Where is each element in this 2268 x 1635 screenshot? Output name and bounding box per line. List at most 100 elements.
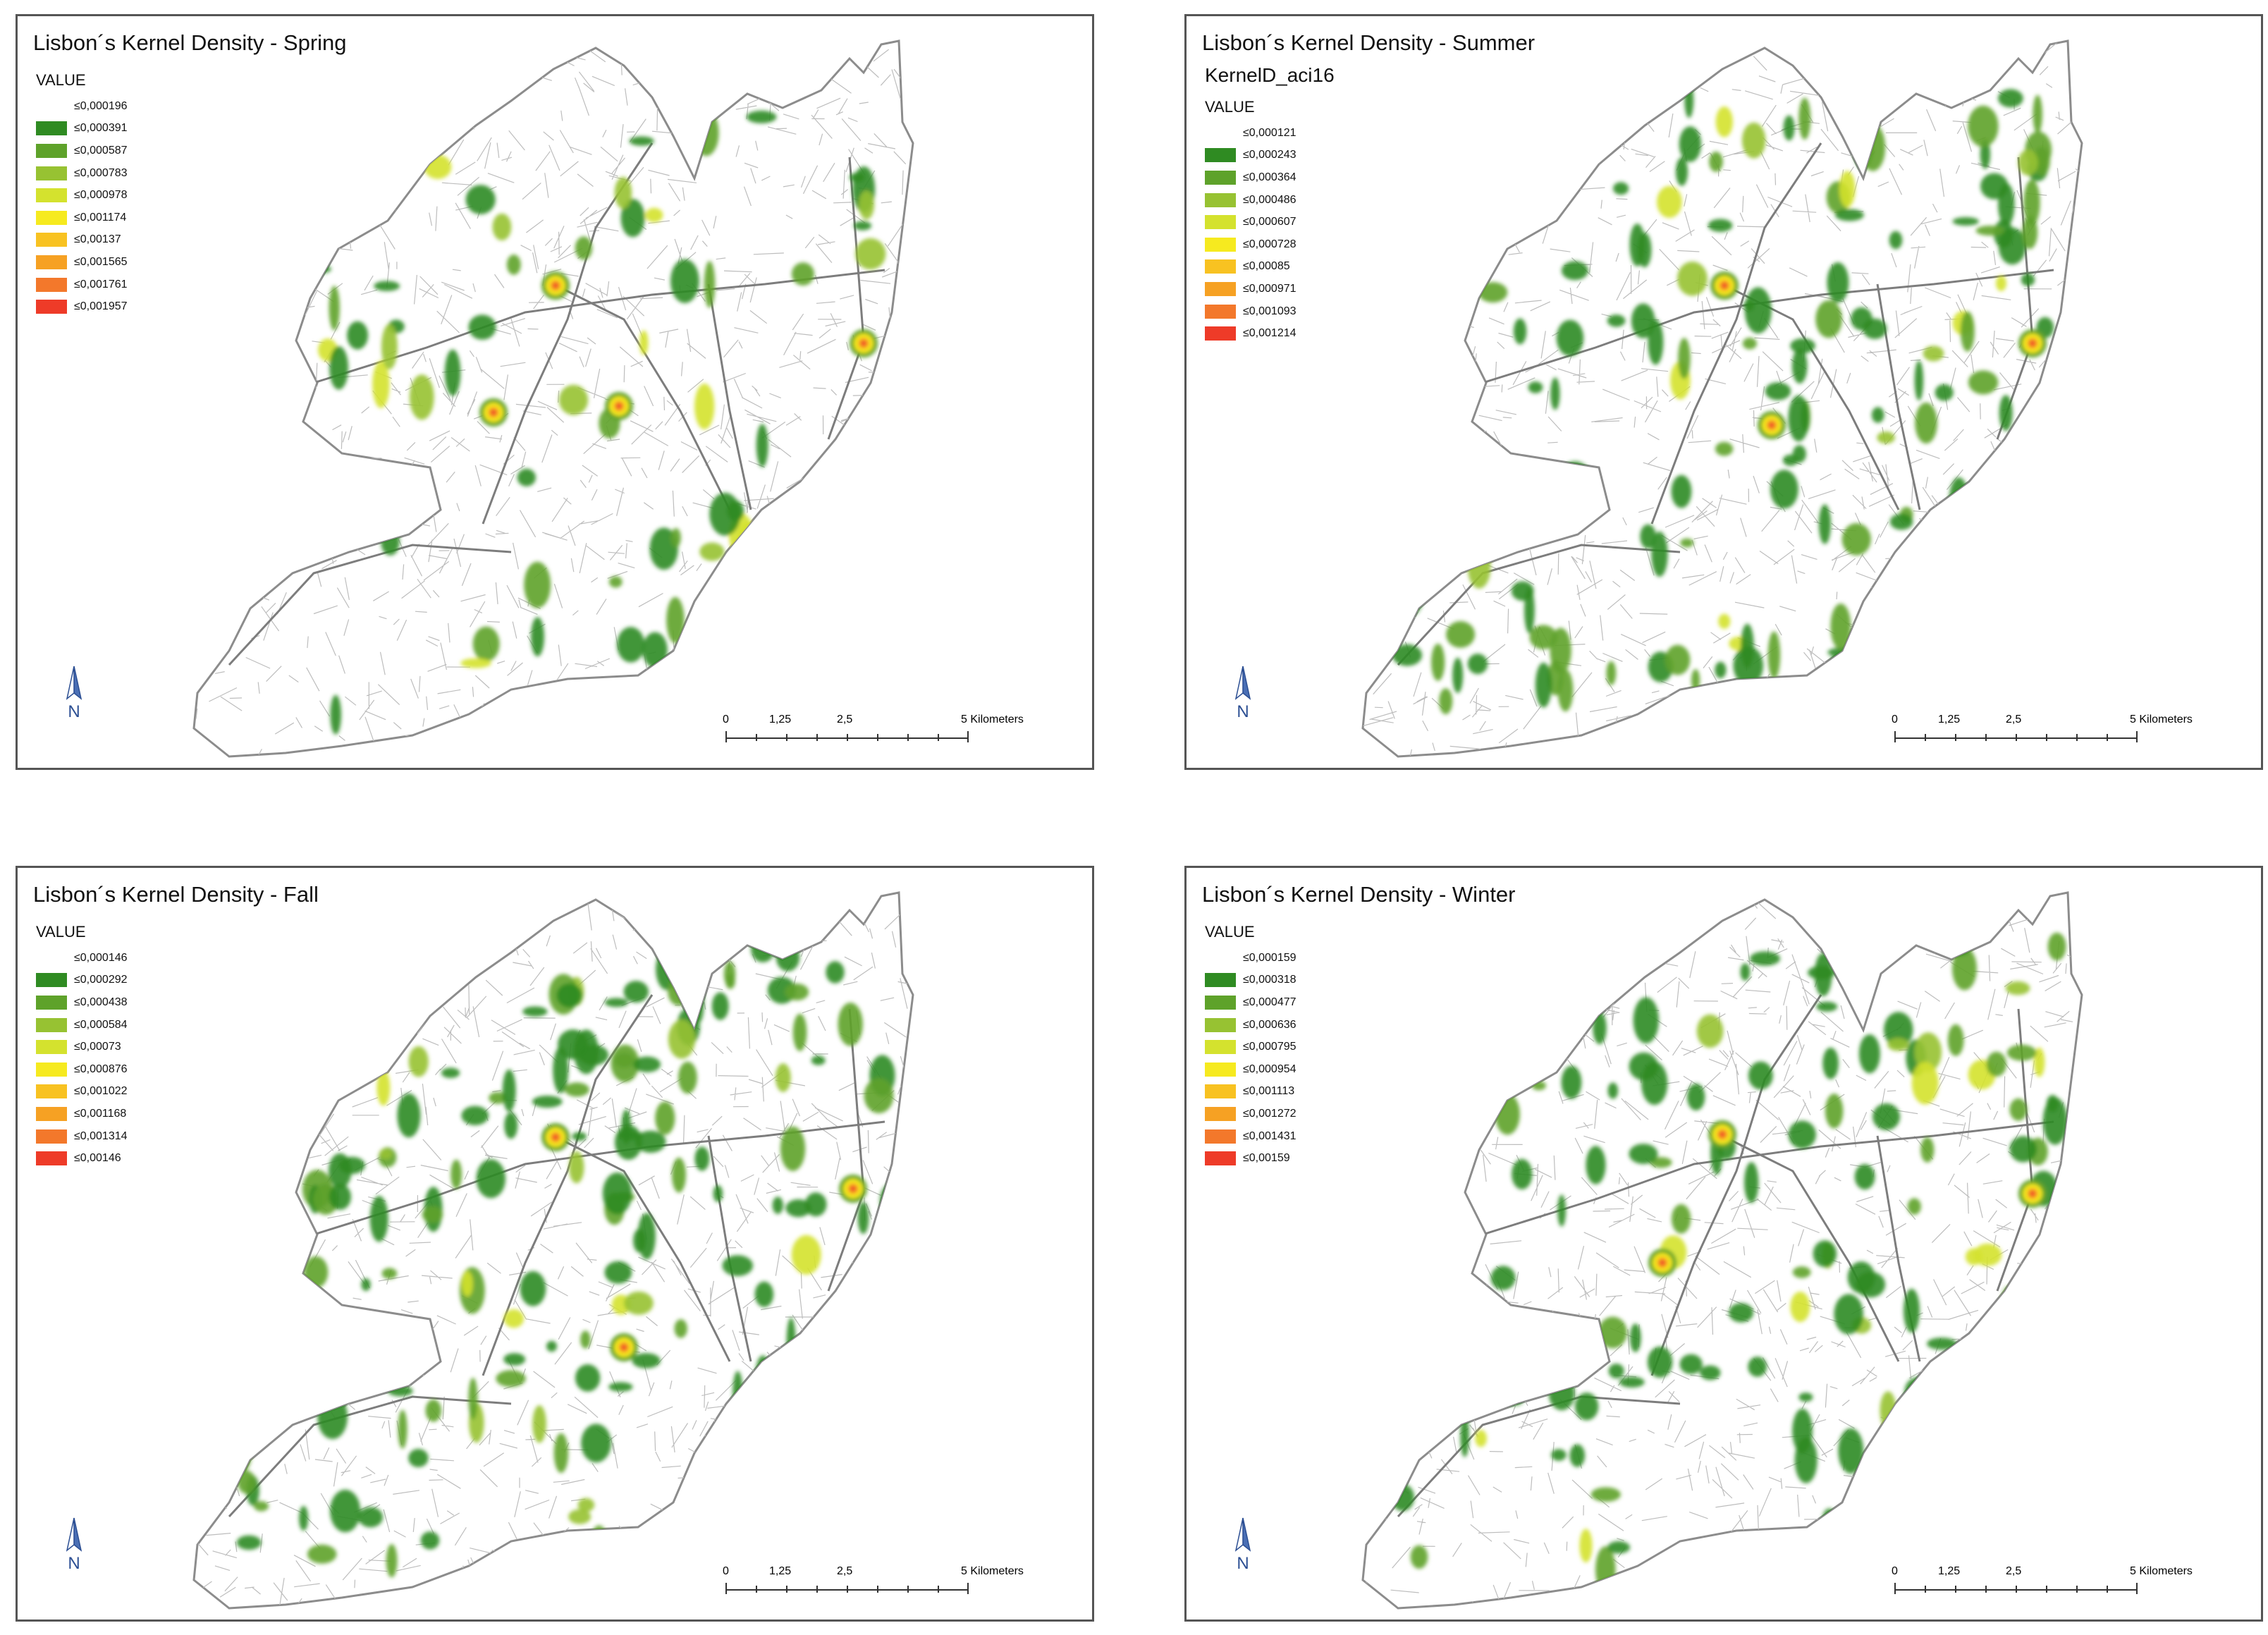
legend-class-row: ≤0,001272 [1205,1103,1297,1125]
density-blob [1439,688,1453,715]
legend-swatch [36,950,67,965]
density-blob [504,1112,518,1139]
density-blob [694,1466,723,1486]
north-arrow-icon: N [66,666,82,721]
density-blob [1671,1204,1691,1234]
hotspot [1758,411,1786,439]
density-blob [2042,1097,2068,1145]
density-blob [1598,1316,1627,1349]
density-blob [232,1431,252,1473]
legend-class-label: ≤0,000391 [74,122,128,135]
density-blob [1887,1038,1909,1051]
legend-class-label: ≤0,000318 [1243,974,1297,986]
density-blob [1834,209,1864,221]
density-blob [450,1159,462,1189]
density-blob [1905,1476,1932,1510]
density-blob [532,1405,546,1443]
density-blob [1678,338,1691,379]
density-blob [2018,149,2038,176]
density-map [192,39,914,758]
density-blob [1975,226,2005,236]
legend-class-label: ≤0,000486 [1243,193,1297,206]
density-blob [857,1201,869,1235]
density-blob [1388,930,1419,960]
legend-class-label: ≤0,000243 [1243,149,1297,161]
legend-field-label: VALUE [1205,98,1255,116]
density-blob [468,314,496,340]
density-blob [1915,402,1937,444]
density-blob [1718,613,1731,629]
density-blob [1460,1414,1469,1457]
density-blob [1467,654,1488,675]
scale-tick-0: 0 [723,1565,729,1577]
density-blob [381,324,398,369]
density-blob [1960,311,1975,352]
density-blob [1998,183,2015,226]
density-blob [711,992,729,1020]
density-blob [1613,182,1629,195]
legend-class-row: ≤0,000146 [36,947,128,969]
density-blob [461,943,482,960]
density-blob [1490,1266,1516,1290]
density-blob [1535,662,1552,708]
density-blob [672,1157,686,1193]
density-blob [1904,554,1914,572]
density-blob [1822,1047,1839,1079]
density-blob [1854,1164,1875,1190]
density-blob [1976,507,1999,516]
density-blob [317,1394,348,1440]
density-blob [1998,89,2023,108]
density-blob [1968,370,1999,395]
legend-class-row: ≤0,000243 [1205,145,1297,167]
density-blob [444,349,461,396]
density-blob [1447,1263,1469,1286]
density-blob [1935,384,1954,401]
density-map [1361,891,2083,1610]
density-blob [372,360,390,408]
scale-bar: 0 1,25 2,5 5 Kilometers [716,707,1068,760]
legend-class-row: ≤0,001214 [1205,322,1297,345]
scale-tick-3: 5 Kilometers [961,1565,1024,1577]
density-blob [1859,1464,1874,1491]
density-blob [425,1399,442,1422]
legend-class-label: ≤0,001761 [74,278,128,290]
density-blob [1794,1437,1818,1483]
density-blob [1564,152,1578,181]
density-blob [328,1153,352,1189]
density-blob [1999,395,2013,431]
density-blob [1798,97,1811,140]
legend-class-label: ≤0,001174 [74,211,127,223]
legend-class-label: ≤0,000146 [74,951,128,964]
density-blob [1629,1144,1658,1164]
legend-class-label: ≤0,000121 [1243,126,1297,139]
legend-class-row: ≤0,000159 [1205,947,1297,969]
north-arrow-icon: N [1234,666,1251,721]
scale-tick-2: 2,5 [837,1565,852,1577]
density-blob [564,1082,589,1097]
density-blob [1503,1397,1523,1406]
density-blob [1648,319,1664,365]
density-blob [1965,1248,1982,1266]
density-blob [833,1500,846,1514]
density-blob [361,1278,371,1291]
density-blob [568,1509,591,1524]
density-blob [1476,188,1497,209]
legend-class-row: ≤0,000795 [1205,1036,1297,1058]
legend-class-row: ≤0,001431 [1205,1125,1297,1148]
density-blob [1505,1335,1516,1380]
density-blob [1872,1103,1901,1131]
density-blob [678,1061,697,1094]
density-blob [1629,1323,1641,1352]
density-blob [670,528,681,548]
density-blob [727,500,744,522]
density-blob [506,255,521,275]
density-blob [503,1353,526,1366]
density-blob [1579,1529,1593,1563]
density-blob [763,1526,778,1538]
density-blob [611,691,622,702]
density-blob [604,998,629,1008]
density-blob [376,1070,391,1106]
legend-class-row: ≤0,000728 [1205,233,1297,256]
hotspot [839,1175,867,1203]
density-blob [247,369,278,415]
